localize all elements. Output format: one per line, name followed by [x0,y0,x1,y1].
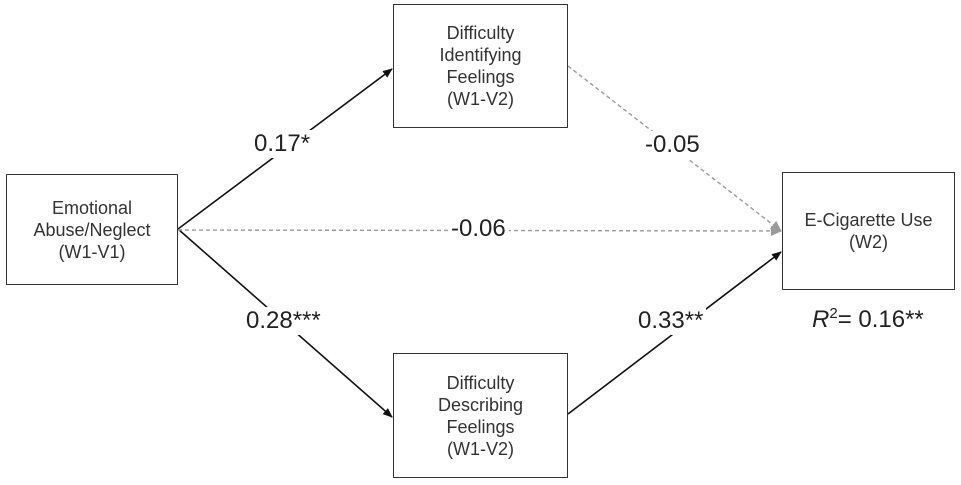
r-squared-label: R2= 0.16** [812,306,924,334]
node-ecigarette-use: E-Cigarette Use (W2) [782,172,955,290]
coefficient-describing-to-ecig: 0.33** [635,307,707,335]
node-label-line: Emotional [51,197,133,218]
coefficient-abuse-to-ecig: -0.06 [448,215,509,243]
node-label-line: Abuse/Neglect [33,219,151,240]
node-emotional-abuse: Emotional Abuse/Neglect (W1-V1) [6,174,178,285]
r-squared-value: = 0.16** [837,306,924,333]
node-label-line: (W1-V1) [58,241,126,262]
node-label-line: Describing [437,394,524,415]
node-label-line: Identifying [439,45,522,65]
node-label-line: Difficulty [446,23,515,43]
node-label-line: E-Cigarette Use [804,210,933,230]
coefficient-identifying-to-ecig: -0.05 [642,131,703,159]
node-label-line: (W2) [849,232,888,252]
node-label-line: (W1-V2) [447,89,514,109]
node-difficulty-describing: Difficulty Describing Feelings (W1-V2) [393,353,568,478]
node-label-line: Feelings [446,416,515,437]
node-difficulty-identifying: Difficulty Identifying Feelings (W1-V2) [393,4,568,128]
coefficient-abuse-to-identifying: 0.17* [251,130,314,158]
node-label-line: (W1-V2) [447,438,514,459]
coefficient-abuse-to-describing: 0.28*** [243,307,324,335]
r-symbol: R [812,306,830,333]
node-label-line: Difficulty [446,372,515,393]
r-superscript: 2 [829,305,838,322]
node-label-line: Feelings [446,67,515,87]
